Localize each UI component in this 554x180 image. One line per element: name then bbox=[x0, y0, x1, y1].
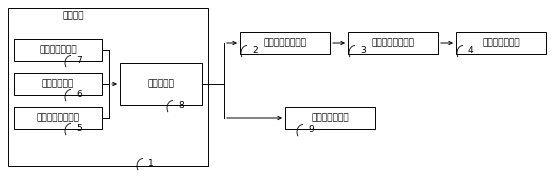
Text: 9: 9 bbox=[308, 125, 314, 134]
Text: 湿度调节设备组: 湿度调节设备组 bbox=[482, 39, 520, 48]
Text: 8: 8 bbox=[178, 101, 184, 110]
Text: 视频摄像单元: 视频摄像单元 bbox=[42, 80, 74, 89]
Bar bbox=[14, 107, 102, 129]
Text: 存储空间建模模块: 存储空间建模模块 bbox=[264, 39, 306, 48]
Text: 瓦楞纸水分传感器: 瓦楞纸水分传感器 bbox=[37, 114, 80, 123]
Bar bbox=[8, 8, 208, 166]
Bar bbox=[120, 63, 202, 105]
Text: 6: 6 bbox=[76, 90, 82, 99]
Text: 1: 1 bbox=[148, 159, 154, 168]
Bar bbox=[456, 32, 546, 54]
Bar bbox=[14, 73, 102, 95]
Text: 无线接收器: 无线接收器 bbox=[147, 80, 175, 89]
Bar bbox=[14, 39, 102, 61]
Text: 5: 5 bbox=[76, 124, 82, 133]
Bar bbox=[240, 32, 330, 54]
Text: 7: 7 bbox=[76, 56, 82, 65]
Bar bbox=[348, 32, 438, 54]
Text: 3: 3 bbox=[360, 46, 366, 55]
Text: 2: 2 bbox=[252, 46, 258, 55]
Text: 空间环境传感器: 空间环境传感器 bbox=[39, 46, 77, 55]
Text: 4: 4 bbox=[468, 46, 474, 55]
Text: 可视化管理模块: 可视化管理模块 bbox=[311, 114, 349, 123]
Text: 模型智能调控模块: 模型智能调控模块 bbox=[372, 39, 414, 48]
Text: 采集模块: 采集模块 bbox=[62, 12, 84, 21]
Bar bbox=[285, 107, 375, 129]
